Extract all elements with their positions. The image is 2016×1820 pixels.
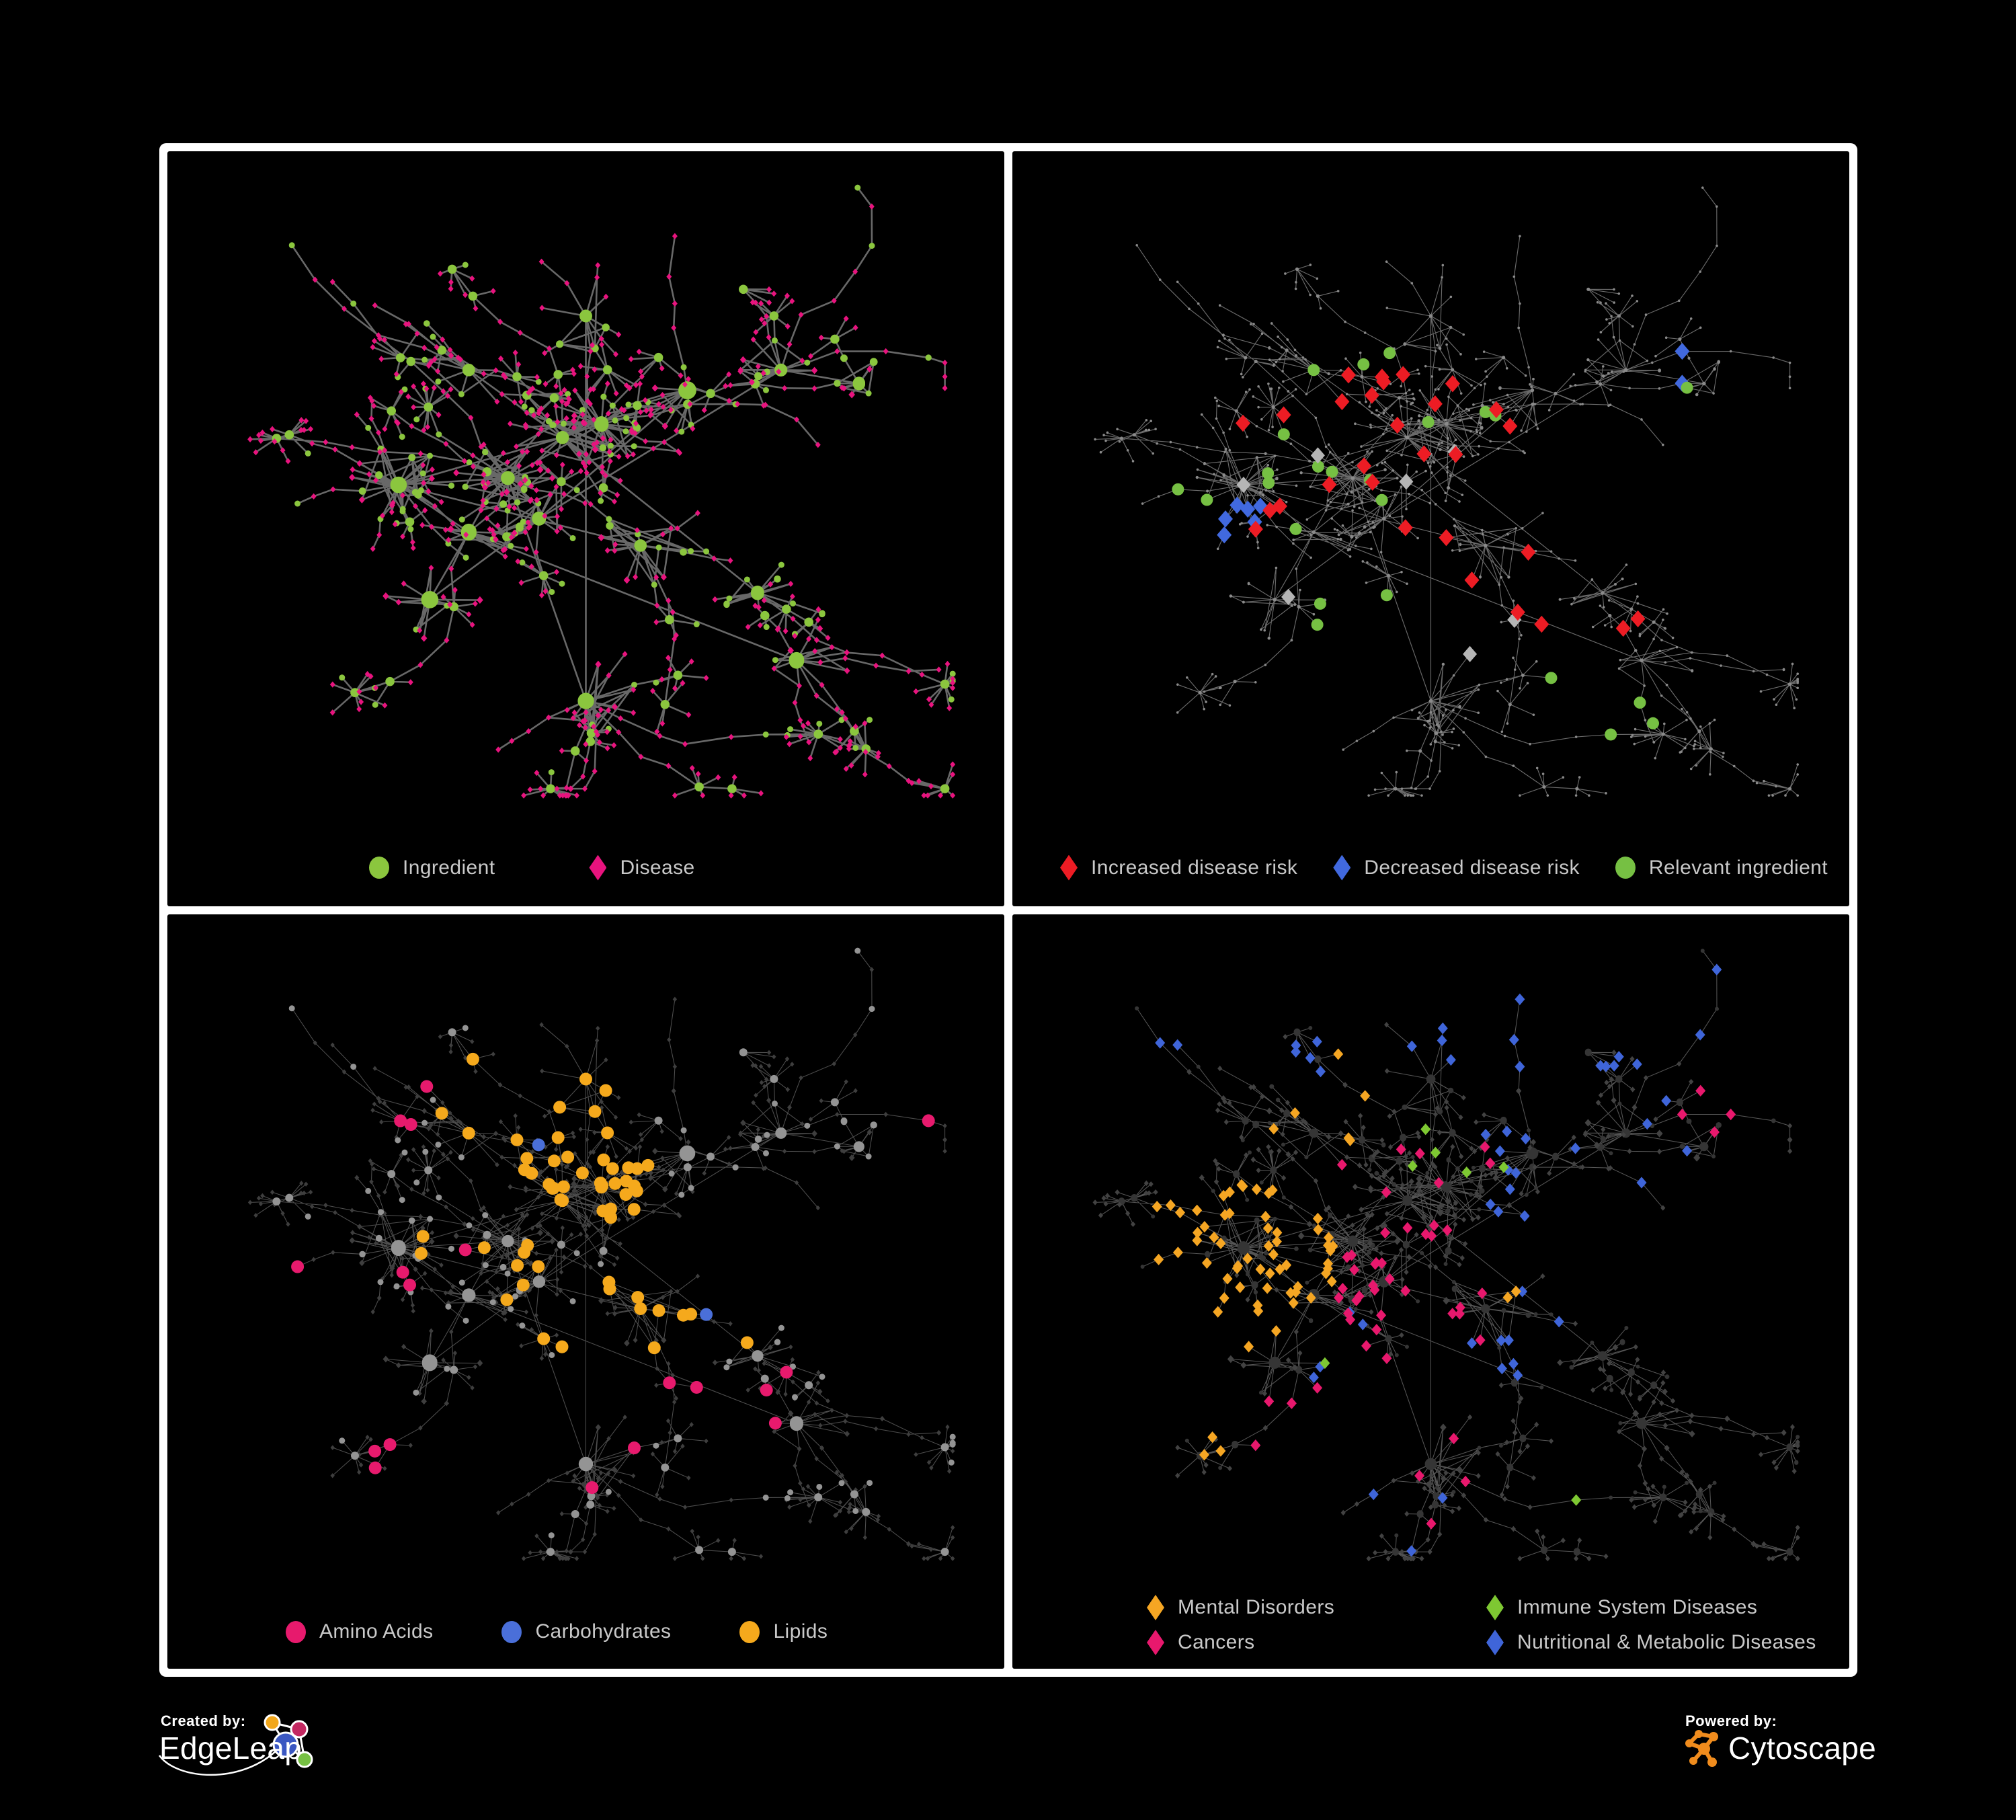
panel-nutrient-classes: Amino Acids Carbohydrates Lipids — [167, 914, 1004, 1669]
powered-by-label: Powered by: — [1685, 1712, 1777, 1729]
network-ingredient-disease — [247, 184, 956, 799]
legend-marker-diamond-icon — [589, 855, 607, 881]
legend-item: Carbohydrates — [501, 1620, 671, 1643]
panel-ingredient-disease: Ingredient Disease — [167, 151, 1004, 906]
legend-marker-circle-icon — [369, 857, 389, 879]
legend-label: Cancers — [1178, 1631, 1255, 1653]
legend-label: Amino Acids — [319, 1620, 434, 1643]
legend-marker-circle-icon — [501, 1620, 522, 1643]
legend-label: Increased disease risk — [1091, 856, 1298, 879]
powered-by-lockup: Powered by: Cytoscape — [1684, 1711, 1973, 1778]
legend-marker-diamond-icon — [1486, 1630, 1504, 1655]
panel-disease-classes: Mental Disorders Immune System Diseases … — [1012, 914, 1849, 1669]
legend-label: Decreased disease risk — [1364, 856, 1580, 879]
legend-ingredient-disease: Ingredient Disease — [167, 855, 1004, 881]
legend-marker-circle-icon — [1615, 857, 1636, 879]
legend-label: Nutritional & Metabolic Diseases — [1517, 1631, 1816, 1653]
legend-label: Immune System Diseases — [1517, 1596, 1758, 1618]
legend-label: Mental Disorders — [1178, 1596, 1335, 1618]
legend-nutrient-classes: Amino Acids Carbohydrates Lipids — [167, 1620, 1004, 1643]
panel-disease-risk: Increased disease risk Decreased disease… — [1012, 151, 1849, 906]
legend-marker-diamond-icon — [1147, 1595, 1164, 1620]
legend-item: Relevant ingredient — [1615, 857, 1828, 879]
legend-marker-diamond-icon — [1147, 1630, 1164, 1655]
legend-label: Carbohydrates — [535, 1620, 672, 1643]
legend-disease-risk: Increased disease risk Decreased disease… — [1012, 855, 1849, 881]
legend-item: Amino Acids — [286, 1620, 433, 1643]
edgeleap-logo-icon — [158, 1714, 313, 1776]
legend-marker-diamond-icon — [1333, 855, 1351, 881]
legend-label: Relevant ingredient — [1648, 856, 1828, 879]
legend-item: Disease — [589, 855, 694, 881]
panel-frame: Ingredient Disease Increased disease ris… — [159, 143, 1857, 1677]
legend-label: Lipids — [773, 1620, 828, 1643]
legend-item: Mental Disorders — [1147, 1595, 1486, 1620]
legend-item: Immune System Diseases — [1486, 1595, 1849, 1620]
legend-item: Lipids — [739, 1620, 828, 1643]
network-disease-classes — [1092, 948, 1800, 1561]
legend-marker-diamond-icon — [1060, 855, 1078, 881]
created-by-label: Created by: — [161, 1712, 246, 1729]
legend-marker-circle-icon — [286, 1620, 306, 1643]
created-by-lockup: Created by: EdgeLeap — [157, 1711, 325, 1786]
created-by-brand: EdgeLeap — [159, 1731, 303, 1766]
legend-label: Ingredient — [403, 856, 495, 879]
panel-grid: Ingredient Disease Increased disease ris… — [167, 151, 1849, 1669]
network-disease-risk — [1094, 186, 1799, 797]
legend-item: Cancers — [1147, 1630, 1486, 1655]
legend-item: Decreased disease risk — [1333, 855, 1580, 881]
legend-item: Nutritional & Metabolic Diseases — [1486, 1630, 1849, 1655]
legend-item: Increased disease risk — [1060, 855, 1297, 881]
legend-label: Disease — [620, 856, 695, 879]
legend-disease-classes: Mental Disorders Immune System Diseases … — [1012, 1595, 1849, 1655]
legend-marker-circle-icon — [739, 1620, 760, 1643]
cytoscape-logo-icon — [1685, 1730, 1718, 1767]
network-nutrient-classes — [247, 947, 956, 1561]
legend-item: Ingredient — [369, 857, 495, 879]
legend-marker-diamond-icon — [1486, 1595, 1504, 1620]
powered-by-brand: Cytoscape — [1728, 1731, 1877, 1766]
